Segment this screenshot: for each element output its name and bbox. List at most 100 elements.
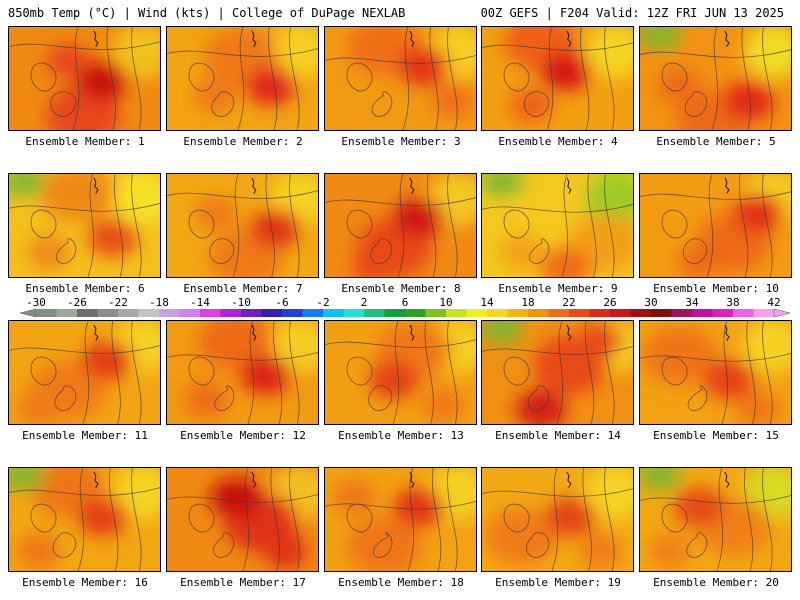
colorbar-swatch bbox=[487, 309, 508, 317]
colorbar-tick-label: 14 bbox=[480, 297, 494, 309]
temperature-map bbox=[167, 468, 318, 571]
contour-line bbox=[431, 468, 442, 571]
coastline bbox=[409, 324, 415, 341]
cool-zone bbox=[585, 174, 633, 226]
contour-line bbox=[82, 321, 90, 424]
colorbar-swatch bbox=[343, 309, 365, 317]
colorbar-swatch bbox=[138, 309, 160, 317]
coastline bbox=[409, 30, 415, 47]
cool-zone bbox=[585, 27, 633, 79]
coastline bbox=[566, 177, 572, 194]
contour-line bbox=[762, 321, 773, 424]
colorbar-swatch bbox=[200, 309, 221, 317]
hot-zone bbox=[210, 477, 262, 518]
hot-zone bbox=[249, 208, 302, 248]
colorbar-swatch bbox=[323, 309, 344, 317]
cool-zone bbox=[112, 174, 160, 226]
ensemble-map-panel bbox=[324, 467, 477, 572]
contour-line bbox=[30, 356, 57, 386]
contour-line bbox=[232, 174, 240, 277]
ensemble-member-label: Ensemble Member: 19 bbox=[495, 576, 621, 589]
cold-anomaly-zone bbox=[9, 174, 46, 196]
contour-line bbox=[188, 503, 215, 533]
temperature-map bbox=[640, 27, 791, 130]
contour-line bbox=[167, 352, 318, 361]
colorbar-swatch bbox=[302, 309, 324, 317]
contour-line bbox=[661, 356, 688, 386]
temperature-map bbox=[9, 468, 160, 571]
contour-line bbox=[211, 91, 235, 117]
hot-zone bbox=[545, 497, 597, 537]
contour-line bbox=[209, 238, 235, 264]
contour-line bbox=[523, 91, 550, 117]
warm-zone bbox=[194, 78, 239, 114]
model-run-info: 00Z GEFS | F204 Valid: 12Z FRI JUN 13 20… bbox=[480, 6, 784, 20]
contour-line bbox=[9, 345, 160, 354]
temperature-map bbox=[482, 174, 633, 277]
colorbar-tick-label: 22 bbox=[562, 297, 575, 309]
colorbar-swatch bbox=[159, 309, 180, 317]
contour-line bbox=[106, 27, 116, 130]
cold-anomaly-zone bbox=[640, 468, 682, 490]
hot-zone bbox=[703, 360, 755, 400]
contour-line bbox=[289, 174, 300, 277]
hot-zone bbox=[77, 497, 129, 537]
ensemble-map-panel bbox=[166, 320, 319, 425]
hot-zone bbox=[515, 389, 567, 424]
contour-line bbox=[72, 27, 80, 130]
warm-zone bbox=[578, 533, 623, 570]
ensemble-map-panel bbox=[639, 26, 792, 131]
contour-line bbox=[402, 27, 410, 130]
contour-line bbox=[687, 385, 708, 411]
contour-line bbox=[447, 174, 458, 277]
warm-zone bbox=[184, 381, 229, 418]
temperature-map bbox=[325, 321, 476, 424]
contour-line bbox=[661, 503, 688, 533]
ensemble-map-panel bbox=[166, 467, 319, 572]
temperature-map bbox=[9, 27, 160, 130]
contour-line bbox=[604, 27, 615, 130]
contour-line bbox=[368, 385, 393, 411]
colorbar-tick-label: 38 bbox=[726, 297, 739, 309]
ensemble-member-label: Ensemble Member: 2 bbox=[183, 135, 303, 148]
ensemble-member-label: Ensemble Member: 6 bbox=[25, 282, 145, 295]
colorbar-swatch bbox=[630, 309, 652, 317]
ensemble-member-label: Ensemble Member: 17 bbox=[180, 576, 306, 589]
contour-line bbox=[242, 468, 250, 571]
colorbar-max-arrow bbox=[773, 308, 791, 318]
temperature-colorbar: -30 -26 -22 -18 -14 -10 -6 -2 2 6 10 14 18 22 26 30 34 38… bbox=[19, 297, 791, 318]
colorbar-tick-label: -18 bbox=[149, 297, 169, 309]
colorbar-swatch bbox=[179, 309, 201, 317]
cold-anomaly-zone bbox=[482, 174, 524, 196]
ensemble-member-label: Ensemble Member: 18 bbox=[338, 576, 464, 589]
contour-line bbox=[640, 495, 791, 504]
colorbar-tick-label: 26 bbox=[603, 297, 616, 309]
contour-line bbox=[746, 321, 756, 424]
warm-zone bbox=[26, 234, 71, 271]
contour-line bbox=[739, 174, 749, 277]
temperature-map bbox=[167, 321, 318, 424]
ensemble-member-label: Ensemble Member: 15 bbox=[653, 429, 779, 442]
warm-zone bbox=[677, 244, 721, 277]
ensemble-map-panel bbox=[481, 173, 634, 278]
ensemble-member-label: Ensemble Member: 11 bbox=[22, 429, 148, 442]
contour-line bbox=[30, 62, 57, 92]
ensemble-member-label: Ensemble Member: 14 bbox=[495, 429, 621, 442]
hot-zone bbox=[393, 487, 445, 527]
colorbar-swatch bbox=[36, 309, 57, 317]
hot-zone bbox=[244, 66, 297, 106]
cool-zone bbox=[112, 27, 160, 79]
warm-zone bbox=[40, 174, 116, 224]
temperature-map bbox=[482, 321, 633, 424]
ensemble-member-label: Ensemble Member: 1 bbox=[25, 135, 145, 148]
coastline bbox=[251, 471, 257, 488]
contour-line bbox=[247, 321, 255, 424]
warm-zone bbox=[352, 249, 397, 277]
hot-zone bbox=[398, 46, 450, 86]
contour-line bbox=[131, 27, 142, 130]
hot-zone bbox=[82, 340, 134, 380]
temperature-map bbox=[640, 468, 791, 571]
hot-zone bbox=[540, 51, 592, 91]
contour-line bbox=[503, 62, 530, 92]
colorbar-swatch bbox=[220, 309, 242, 317]
